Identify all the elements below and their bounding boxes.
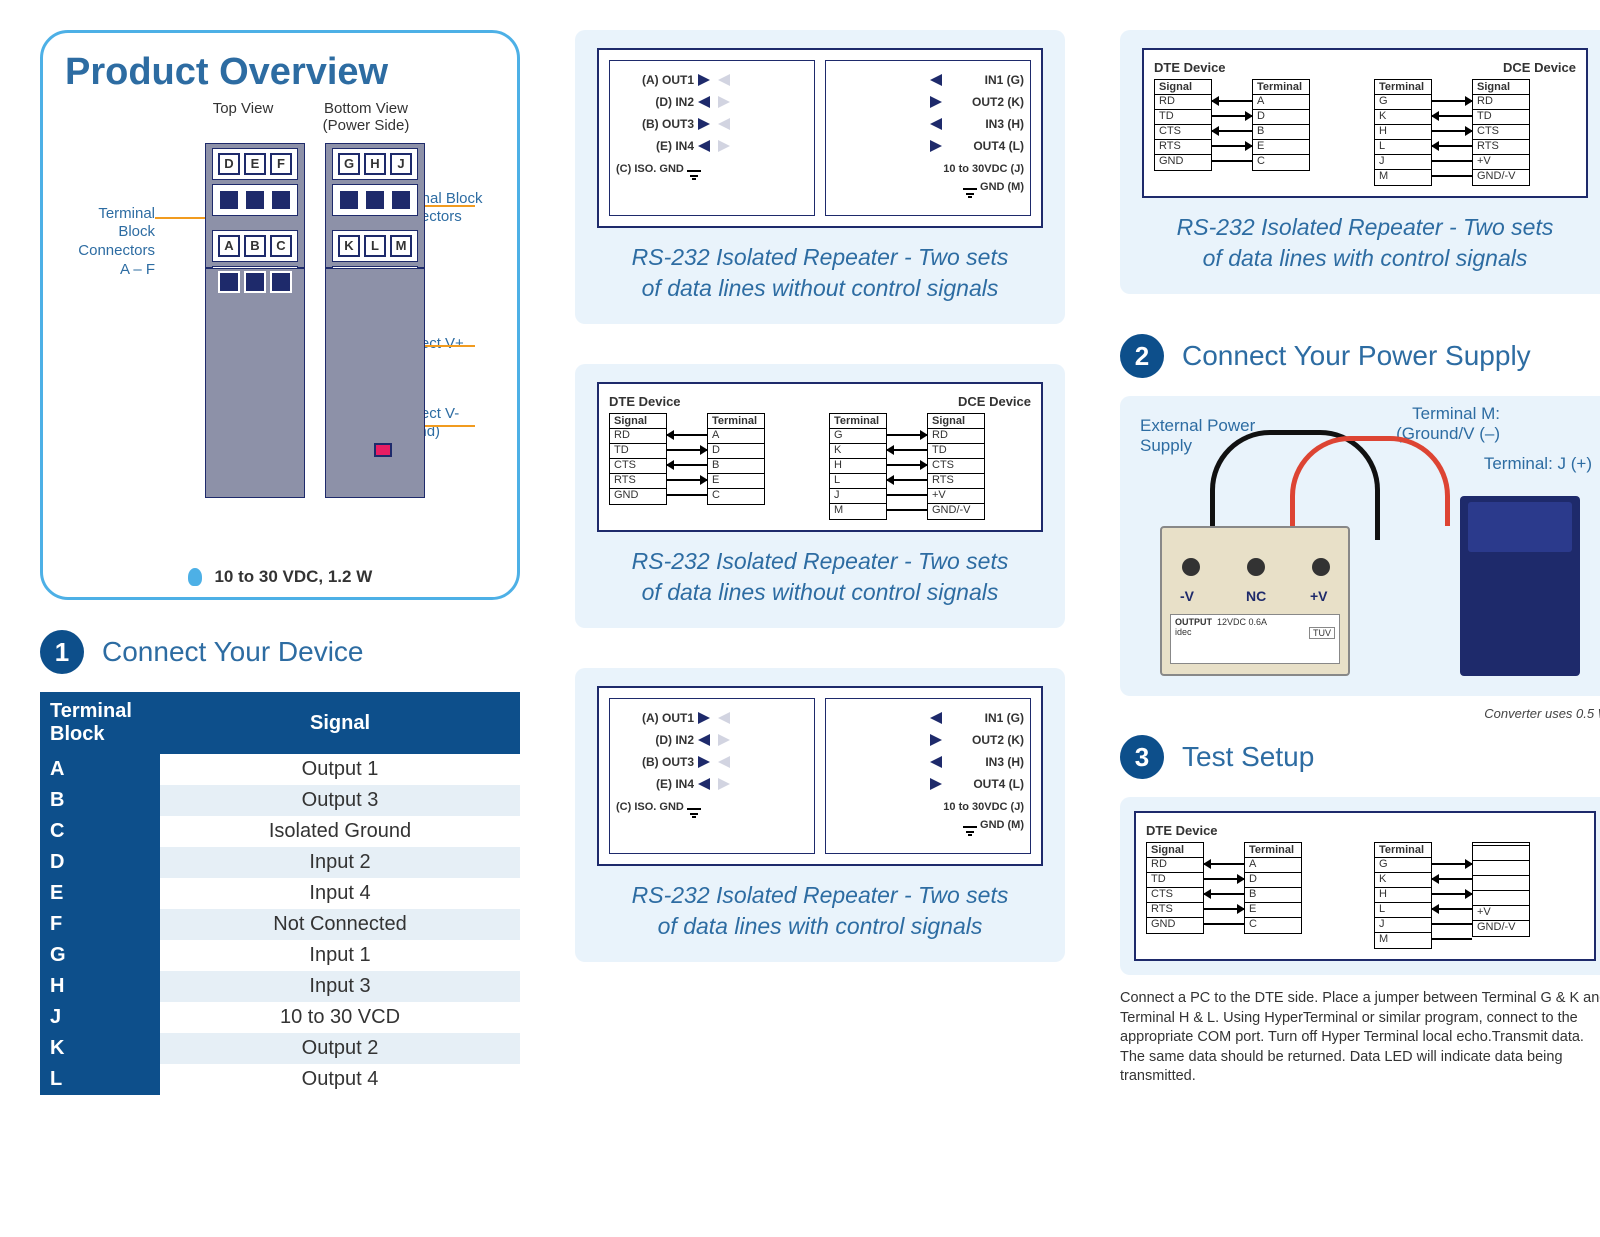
step-2-heading: 2 Connect Your Power Supply: [1120, 334, 1600, 378]
diagram-b: DTE Device SignalRDTDCTSRTSGND TerminalA…: [597, 382, 1043, 532]
table-row: EInput 4: [40, 878, 520, 909]
diagram-a: (A) OUT1(D) IN2(B) OUT3(E) IN4(C) ISO. G…: [597, 48, 1043, 228]
step-2-title: Connect Your Power Supply: [1182, 340, 1531, 372]
test-setup-diagram: DTE Device SignalRDTDCTSRTSGND TerminalA…: [1134, 811, 1596, 961]
table-row: J10 to 30 VCD: [40, 1002, 520, 1033]
diagram-c: (A) OUT1(D) IN2(B) OUT3(E) IN4(C) ISO. G…: [597, 686, 1043, 866]
converter-unit: [1460, 496, 1580, 676]
table-row: FNot Connected: [40, 909, 520, 940]
diagram-a-card: (A) OUT1(D) IN2(B) OUT3(E) IN4(C) ISO. G…: [575, 30, 1065, 324]
step-3-title: Test Setup: [1182, 741, 1314, 773]
top-view-label: Top View: [193, 100, 293, 135]
table-row: BOutput 3: [40, 785, 520, 816]
power-spec: 10 to 30 VDC, 1.2 W: [65, 567, 495, 587]
th-terminal-block: Terminal Block: [40, 692, 160, 754]
bottom-view-label: Bottom View (Power Side): [311, 100, 421, 135]
step-1-title: Connect Your Device: [102, 636, 364, 668]
device-bottom-view: G H J K L M: [325, 143, 425, 498]
converter-power-note: Converter uses 0.5 W: [1120, 706, 1600, 721]
table-row: AOutput 1: [40, 754, 520, 785]
overview-title: Product Overview: [65, 51, 495, 94]
test-setup-card: DTE Device SignalRDTDCTSRTSGND TerminalA…: [1120, 797, 1600, 975]
diagram-b-caption: RS-232 Isolated Repeater - Two sets of d…: [597, 546, 1043, 608]
table-row: LOutput 4: [40, 1064, 520, 1095]
diagram-c-caption: RS-232 Isolated Repeater - Two sets of d…: [597, 880, 1043, 942]
diagram-a-caption: RS-232 Isolated Repeater - Two sets of d…: [597, 242, 1043, 304]
diagram-c-card: (A) OUT1(D) IN2(B) OUT3(E) IN4(C) ISO. G…: [575, 668, 1065, 962]
diagram-d: DTE Device SignalRDTDCTSRTSGND TerminalA…: [1142, 48, 1588, 198]
wire-red-icon: [1290, 436, 1450, 526]
step-3-badge: 3: [1120, 735, 1164, 779]
table-row: HInput 3: [40, 971, 520, 1002]
bulb-icon: [188, 568, 202, 586]
led-icon: [374, 443, 392, 457]
table-row: CIsolated Ground: [40, 816, 520, 847]
diagram-b-card: DTE Device SignalRDTDCTSRTSGND TerminalA…: [575, 364, 1065, 628]
table-row: DInput 2: [40, 847, 520, 878]
table-row: KOutput 2: [40, 1033, 520, 1064]
view-labels: Top View Bottom View (Power Side): [193, 100, 495, 135]
step-3-heading: 3 Test Setup: [1120, 735, 1600, 779]
step-1-heading: 1 Connect Your Device: [40, 630, 520, 674]
product-overview-panel: Product Overview Top View Bottom View (P…: [40, 30, 520, 600]
power-supply-unit: -V NC +V OUTPUT 12VDC 0.6A idec TUV: [1160, 526, 1350, 676]
device-top-view: D E F A B C: [205, 143, 305, 498]
diagram-d-card: DTE Device SignalRDTDCTSRTSGND TerminalA…: [1120, 30, 1600, 294]
label-terminal-m: Terminal M:(Ground/V (–): [1396, 404, 1500, 445]
test-setup-text: Connect a PC to the DTE side. Place a ju…: [1120, 989, 1600, 1087]
terminal-signal-table: Terminal Block Signal AOutput 1BOutput 3…: [40, 692, 520, 1095]
power-supply-diagram: External PowerSupply Terminal M:(Ground/…: [1120, 396, 1600, 696]
step-2-badge: 2: [1120, 334, 1164, 378]
label-terminal-j: Terminal: J (+): [1484, 454, 1592, 474]
diagram-d-caption: RS-232 Isolated Repeater - Two sets of d…: [1142, 212, 1588, 274]
table-row: GInput 1: [40, 940, 520, 971]
callout-connectors-af: Terminal Block Connectors A – F: [65, 205, 155, 280]
step-1-badge: 1: [40, 630, 84, 674]
th-signal: Signal: [160, 692, 520, 754]
